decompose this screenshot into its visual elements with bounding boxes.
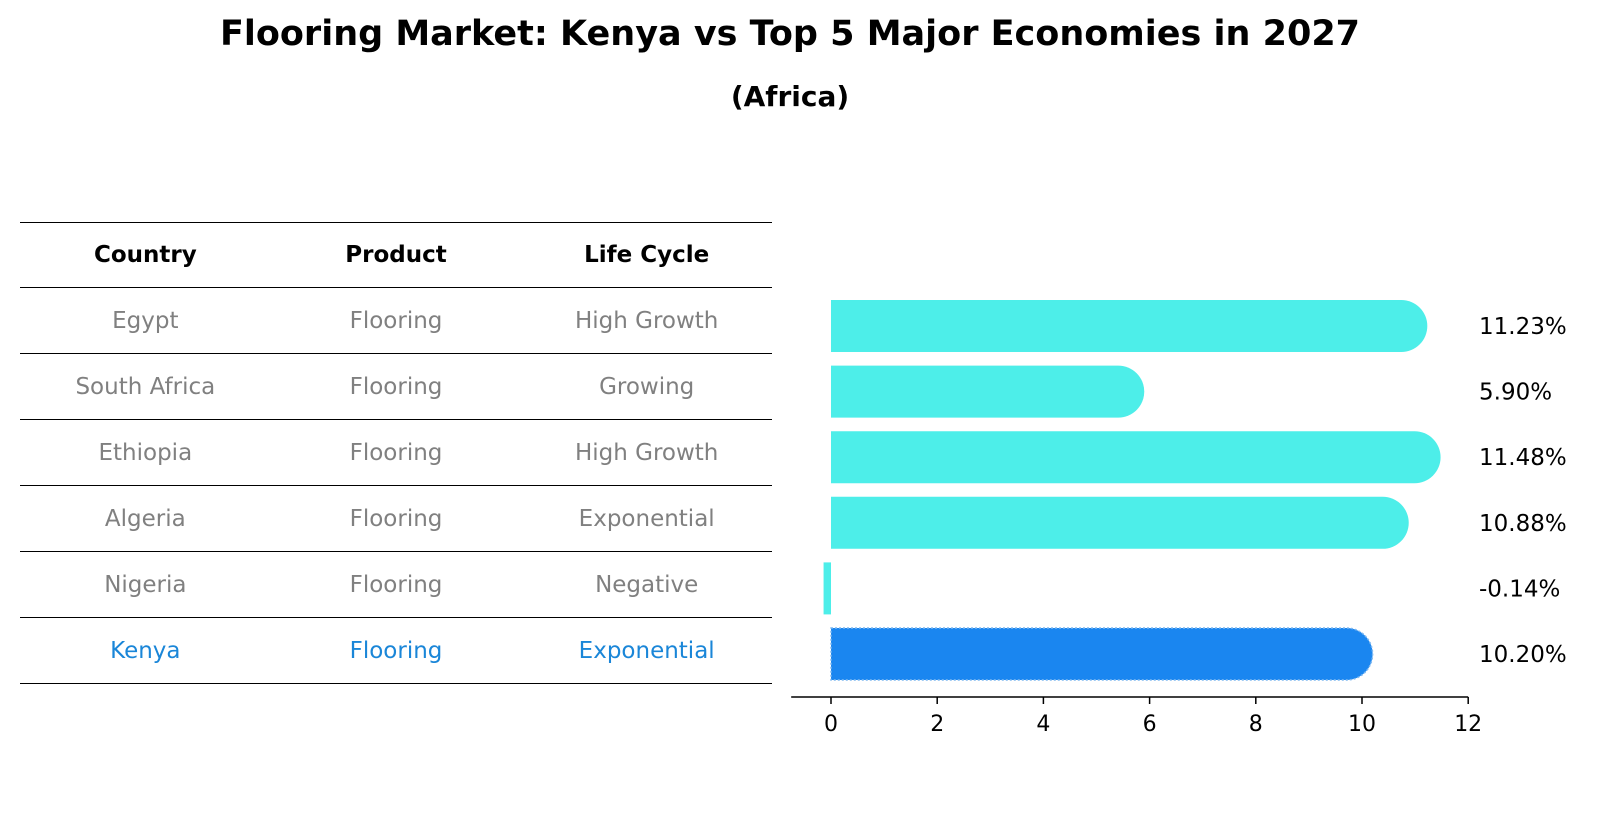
x-tick-label: 10 bbox=[1348, 712, 1376, 737]
table-row-highlight: Kenya Flooring Exponential bbox=[20, 618, 772, 684]
cell-country: Ethiopia bbox=[98, 439, 193, 466]
x-tick-label: 6 bbox=[1143, 712, 1157, 737]
x-tick-label: 2 bbox=[930, 712, 944, 737]
chart-title: Flooring Market: Kenya vs Top 5 Major Ec… bbox=[219, 14, 1361, 54]
cell-product: Flooring bbox=[349, 373, 443, 400]
table-row: Algeria Flooring Exponential bbox=[20, 486, 772, 552]
bar-nigeria bbox=[823, 562, 831, 615]
x-tick-label: 0 bbox=[824, 712, 838, 737]
market-table: Country Product Life Cycle Egypt Floorin… bbox=[20, 222, 772, 684]
table-row: Ethiopia Flooring High Growth bbox=[20, 420, 772, 486]
x-tick-label: 4 bbox=[1036, 712, 1050, 737]
cell-country: Algeria bbox=[104, 505, 186, 532]
data-label: 11.48% bbox=[1479, 445, 1567, 471]
header-country: Country bbox=[93, 242, 197, 268]
bar-south-africa bbox=[831, 365, 1145, 418]
data-label: 10.20% bbox=[1479, 642, 1567, 668]
cell-country: South Africa bbox=[75, 373, 216, 400]
bar-ethiopia bbox=[831, 431, 1441, 484]
cell-product: Flooring bbox=[349, 505, 443, 532]
cell-life-cycle: Exponential bbox=[578, 505, 715, 532]
table-header-row: Country Product Life Cycle bbox=[20, 222, 772, 288]
header-life-cycle: Life Cycle bbox=[584, 242, 710, 268]
cell-country: Nigeria bbox=[104, 571, 187, 598]
cell-country: Egypt bbox=[112, 307, 179, 334]
cell-product: Flooring bbox=[349, 439, 443, 466]
data-label: 5.90% bbox=[1479, 380, 1552, 406]
table-row: Egypt Flooring High Growth bbox=[20, 288, 772, 354]
data-label: -0.14% bbox=[1479, 576, 1560, 602]
cell-life-cycle: Growing bbox=[599, 373, 695, 400]
cell-product: Flooring bbox=[349, 637, 443, 664]
cell-product: Flooring bbox=[349, 571, 443, 598]
cell-product: Flooring bbox=[349, 307, 443, 334]
table-row: Nigeria Flooring Negative bbox=[20, 552, 772, 618]
cell-life-cycle: High Growth bbox=[574, 307, 719, 334]
table-row: South Africa Flooring Growing bbox=[20, 354, 772, 420]
bar-algeria bbox=[831, 496, 1409, 549]
cell-life-cycle: High Growth bbox=[574, 439, 719, 466]
data-label: 11.23% bbox=[1479, 314, 1567, 340]
bar-kenya bbox=[830, 627, 1374, 681]
cell-life-cycle: Negative bbox=[595, 571, 699, 598]
data-label: 10.88% bbox=[1479, 511, 1567, 537]
header-product: Product bbox=[345, 242, 447, 268]
x-tick-label: 12 bbox=[1454, 712, 1482, 737]
cell-country: Kenya bbox=[110, 637, 181, 664]
bar-egypt bbox=[831, 300, 1428, 352]
cell-life-cycle: Exponential bbox=[578, 637, 715, 664]
x-tick-label: 8 bbox=[1249, 712, 1263, 737]
chart-subtitle: (Africa) bbox=[730, 80, 850, 113]
